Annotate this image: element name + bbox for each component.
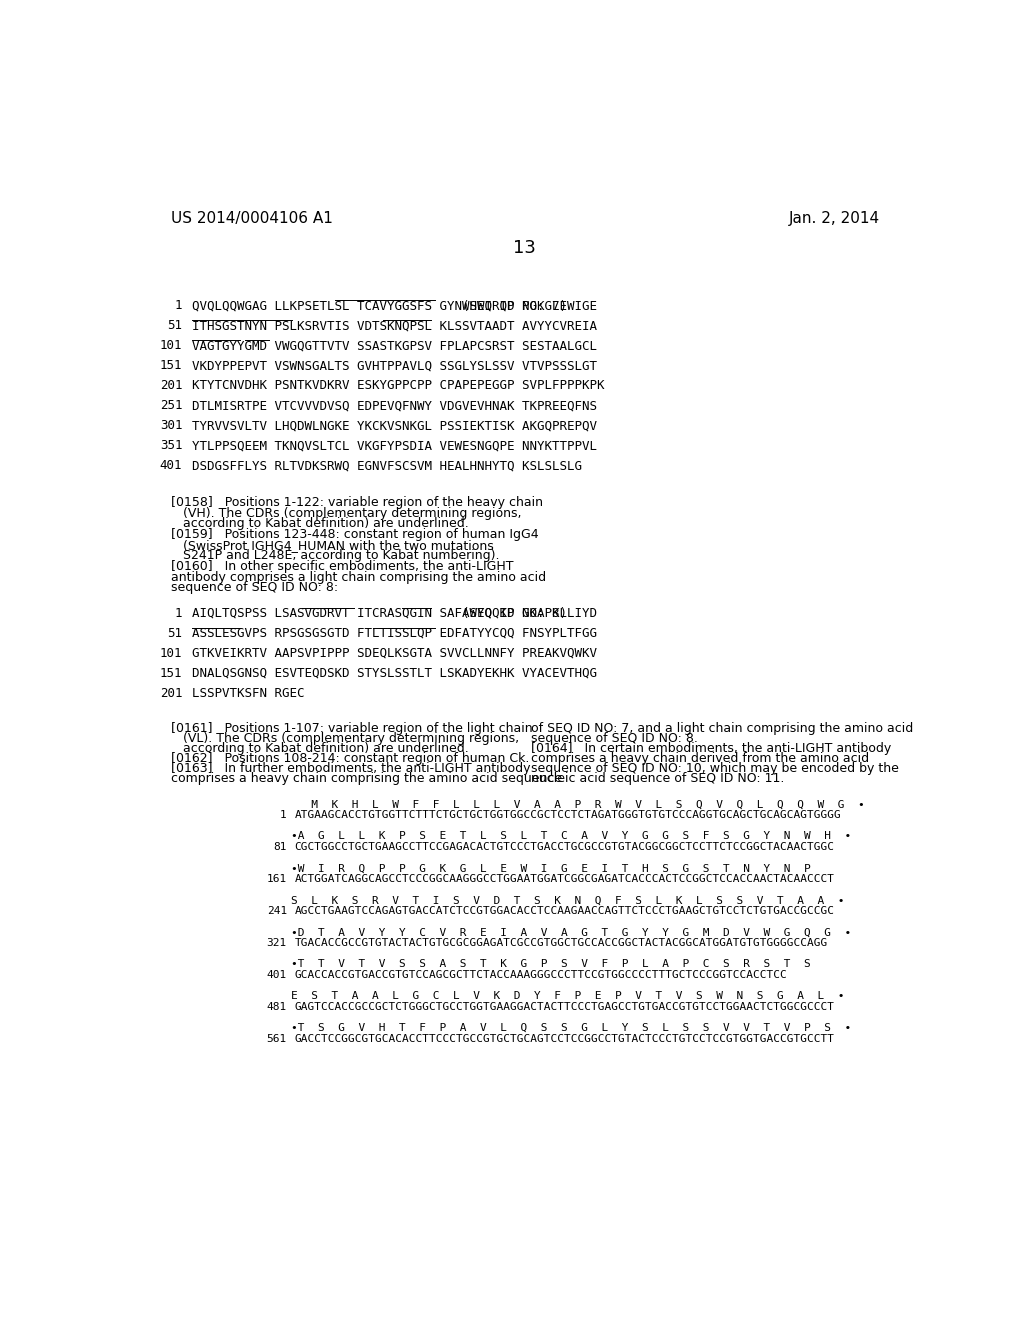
- Text: ITHSGSTNYN PSLKSRVTIS VDTSKNQPSL KLSSVTAADT AVYYCVREIA: ITHSGSTNYN PSLKSRVTIS VDTSKNQPSL KLSSVTA…: [193, 319, 597, 333]
- Text: 481: 481: [266, 1002, 287, 1011]
- Text: LSSPVTKSFN RGEC: LSSPVTKSFN RGEC: [193, 686, 305, 700]
- Text: 401: 401: [266, 970, 287, 979]
- Text: 301: 301: [160, 420, 182, 433]
- Text: 1: 1: [175, 300, 182, 313]
- Text: •A  G  L  L  K  P  S  E  T  L  S  L  T  C  A  V  Y  G  G  S  F  S  G  Y  N  W  H: •A G L L K P S E T L S L T C A V Y G G S…: [291, 832, 851, 841]
- Text: [0160]   In other specific embodiments, the anti-LIGHT: [0160] In other specific embodiments, th…: [171, 561, 513, 573]
- Text: •W  I  R  Q  P  P  G  K  G  L  E  W  I  G  E  I  T  H  S  G  S  T  N  Y  N  P: •W I R Q P P G K G L E W I G E I T H S G…: [291, 863, 811, 874]
- Text: DTLMISRTPE VTCVVVDVSQ EDPEVQFNWY VDGVEVHNAK TKPREEQFNS: DTLMISRTPE VTCVVVDVSQ EDPEVQFNWY VDGVEVH…: [193, 400, 597, 412]
- Text: ACTGGATCAGGCAGCCTCCCGGCAAGGGCCTGGAATGGATCGGCGAGATCACCCACTCCGGCTCCACCAACTACAACCCT: ACTGGATCAGGCAGCCTCCCGGCAAGGGCCTGGAATGGAT…: [295, 874, 835, 883]
- Text: QVQLQQWGAG LLKPSETLSL TCAVYGGSFS GYNWHWIRQP PGKGLEWIGE: QVQLQQWGAG LLKPSETLSL TCAVYGGSFS GYNWHWI…: [193, 300, 597, 313]
- Text: 201: 201: [160, 379, 182, 392]
- Text: 101: 101: [160, 647, 182, 660]
- Text: of SEQ ID NO: 7, and a light chain comprising the amino acid: of SEQ ID NO: 7, and a light chain compr…: [531, 722, 913, 735]
- Text: S  L  K  S  R  V  T  I  S  V  D  T  S  K  N  Q  F  S  L  K  L  S  S  V  T  A  A : S L K S R V T I S V D T S K N Q F S L K …: [291, 895, 844, 906]
- Text: sequence of SEQ ID NO: 8:: sequence of SEQ ID NO: 8:: [171, 581, 338, 594]
- Text: 81: 81: [273, 842, 287, 851]
- Text: according to Kabat definition) are underlined.: according to Kabat definition) are under…: [171, 517, 468, 531]
- Text: 1: 1: [175, 607, 182, 620]
- Text: AIQLTQSPSS LSASVGDRVT ITCRASQGIN SAFAWYQQKP GKAPKLLIYD: AIQLTQSPSS LSASVGDRVT ITCRASQGIN SAFAWYQ…: [193, 607, 597, 620]
- Text: TGACACCGCCGTGTACTACTGTGCGCGGAGATCGCCGTGGCTGCCACCGGCTACTACGGCATGGATGTGTGGGGCCAGG: TGACACCGCCGTGTACTACTGTGCGCGGAGATCGCCGTGG…: [295, 937, 827, 948]
- Text: •T  T  V  T  V  S  S  A  S  T  K  G  P  S  V  F  P  L  A  P  C  S  R  S  T  S: •T T V T V S S A S T K G P S V F P L A P…: [291, 960, 811, 969]
- Text: GACCTCCGGCGTGCACACCTTCCCTGCCGTGCTGCAGTCCTCCGGCCTGTACTCCCTGTCCTCCGTGGTGACCGTGCCTT: GACCTCCGGCGTGCACACCTTCCCTGCCGTGCTGCAGTCC…: [295, 1034, 835, 1044]
- Text: antibody comprises a light chain comprising the amino acid: antibody comprises a light chain compris…: [171, 570, 546, 583]
- Text: 251: 251: [160, 400, 182, 412]
- Text: (SEQ ID NO: 8): (SEQ ID NO: 8): [462, 607, 567, 620]
- Text: 101: 101: [160, 339, 182, 352]
- Text: YTLPPSQEEM TKNQVSLTCL VKGFYPSDIA VEWESNGQPE NNYKTTPPVL: YTLPPSQEEM TKNQVSLTCL VKGFYPSDIA VEWESNG…: [193, 440, 597, 453]
- Text: 351: 351: [160, 440, 182, 453]
- Text: 1: 1: [281, 810, 287, 820]
- Text: GAGTCCACCGCCGCTCTGGGCTGCCTGGTGAAGGACTACTTCCCTGAGCCTGTGACCGTGTCCTGGAACTCTGGCGCCCT: GAGTCCACCGCCGCTCTGGGCTGCCTGGTGAAGGACTACT…: [295, 1002, 835, 1011]
- Text: M  K  H  L  W  F  F  L  L  L  V  A  A  P  R  W  V  L  S  Q  V  Q  L  Q  Q  W  G : M K H L W F F L L L V A A P R W V L S Q …: [291, 800, 864, 809]
- Text: E  S  T  A  A  L  G  C  L  V  K  D  Y  F  P  E  P  V  T  V  S  W  N  S  G  A  L : E S T A A L G C L V K D Y F P E P V T V …: [291, 991, 844, 1001]
- Text: DSDGSFFLYS RLTVDKSRWQ EGNVFSCSVM HEALHNHYTQ KSLSLSLG: DSDGSFFLYS RLTVDKSRWQ EGNVFSCSVM HEALHNH…: [193, 459, 583, 473]
- Text: 401: 401: [160, 459, 182, 473]
- Text: Jan. 2, 2014: Jan. 2, 2014: [788, 211, 880, 226]
- Text: ATGAAGCACCTGTGGTTCTTTCTGCTGCTGGTGGCCGCTCCTCTAGATGGGTGTGTCCCAGGTGCAGCTGCAGCAGTGGG: ATGAAGCACCTGTGGTTCTTTCTGCTGCTGGTGGCCGCTC…: [295, 810, 842, 820]
- Text: comprises a heavy chain comprising the amino acid sequence: comprises a heavy chain comprising the a…: [171, 772, 562, 785]
- Text: [0163]   In further embodiments, the anti-LIGHT antibody: [0163] In further embodiments, the anti-…: [171, 763, 530, 775]
- Text: [0161]   Positions 1-107: variable region of the light chain: [0161] Positions 1-107: variable region …: [171, 722, 532, 735]
- Text: according to Kabat definition) are underlined.: according to Kabat definition) are under…: [171, 742, 468, 755]
- Text: (VL). The CDRs (complementary determining regions,: (VL). The CDRs (complementary determinin…: [171, 733, 519, 746]
- Text: GTKVEIKRTV AAPSVPIPPP SDEQLKSGTA SVVCLLNNFY PREAKVQWKV: GTKVEIKRTV AAPSVPIPPP SDEQLKSGTA SVVCLLN…: [193, 647, 597, 660]
- Text: 151: 151: [160, 359, 182, 372]
- Text: 151: 151: [160, 667, 182, 680]
- Text: (SwissProt IGHG4_HUMAN with the two mutations: (SwissProt IGHG4_HUMAN with the two muta…: [171, 539, 494, 552]
- Text: 161: 161: [266, 874, 287, 883]
- Text: S241P and L248E, according to Kabat numbering).: S241P and L248E, according to Kabat numb…: [171, 549, 499, 562]
- Text: 13: 13: [513, 239, 537, 257]
- Text: TYRVVSVLTV LHQDWLNGKE YKCKVSNKGL PSSIEKTISK AKGQPREPQV: TYRVVSVLTV LHQDWLNGKE YKCKVSNKGL PSSIEKT…: [193, 420, 597, 433]
- Text: nucleic acid sequence of SEQ ID NO: 11.: nucleic acid sequence of SEQ ID NO: 11.: [531, 772, 784, 785]
- Text: comprises a heavy chain derived from the amino acid: comprises a heavy chain derived from the…: [531, 752, 869, 766]
- Text: VKDYPPEPVT VSWNSGALTS GVHTPPAVLQ SSGLYSLSSV VTVPSSSLGT: VKDYPPEPVT VSWNSGALTS GVHTPPAVLQ SSGLYSL…: [193, 359, 597, 372]
- Text: CGCTGGCCTGCTGAAGCCTTCCGAGACACTGTCCCTGACCTGCGCCGTGTACGGCGGCTCCTTCTCCGGCTACAACTGGC: CGCTGGCCTGCTGAAGCCTTCCGAGACACTGTCCCTGACC…: [295, 842, 835, 851]
- Text: KTYTCNVDHK PSNTKVDKRV ESKYGPPCPP CPAPEPEGGP SVPLFPPPKPK: KTYTCNVDHK PSNTKVDKRV ESKYGPPCPP CPAPEPE…: [193, 379, 605, 392]
- Text: DNALQSGNSQ ESVTEQDSKD STYSLSSTLT LSKADYEKHK VYACEVTHQG: DNALQSGNSQ ESVTEQDSKD STYSLSSTLT LSKADYE…: [193, 667, 597, 680]
- Text: (SEQ ID NO: 7): (SEQ ID NO: 7): [462, 300, 567, 313]
- Text: (VH). The CDRs (complementary determining regions,: (VH). The CDRs (complementary determinin…: [171, 507, 521, 520]
- Text: sequence of SEQ ID NO: 10, which may be encoded by the: sequence of SEQ ID NO: 10, which may be …: [531, 763, 899, 775]
- Text: 51: 51: [167, 627, 182, 640]
- Text: •D  T  A  V  Y  Y  C  V  R  E  I  A  V  A  G  T  G  Y  Y  G  M  D  V  W  G  Q  G: •D T A V Y Y C V R E I A V A G T G Y Y G…: [291, 927, 851, 937]
- Text: [0158]   Positions 1-122: variable region of the heavy chain: [0158] Positions 1-122: variable region …: [171, 496, 543, 510]
- Text: 51: 51: [167, 319, 182, 333]
- Text: AGCCTGAAGTCCAGAGTGACCATCTCCGTGGACACCTCCAAGAACCAGTTCTCCCTGAAGCTGTCCTCTGTGACCGCCGC: AGCCTGAAGTCCAGAGTGACCATCTCCGTGGACACCTCCA…: [295, 906, 835, 916]
- Text: 561: 561: [266, 1034, 287, 1044]
- Text: US 2014/0004106 A1: US 2014/0004106 A1: [171, 211, 333, 226]
- Text: VAGTGYYGMD VWGQGTTVTV SSASTKGPSV FPLAPCSRST SESTAALGCL: VAGTGYYGMD VWGQGTTVTV SSASTKGPSV FPLAPCS…: [193, 339, 597, 352]
- Text: ASSLESGVPS RPSGSGSGTD FTLTISSLQP EDFATYYCQQ FNSYPLTFGG: ASSLESGVPS RPSGSGSGTD FTLTISSLQP EDFATYY…: [193, 627, 597, 640]
- Text: [0162]   Positions 108-214: constant region of human Ck.: [0162] Positions 108-214: constant regio…: [171, 752, 529, 766]
- Text: •T  S  G  V  H  T  F  P  A  V  L  Q  S  S  G  L  Y  S  L  S  S  V  V  T  V  P  S: •T S G V H T F P A V L Q S S G L Y S L S…: [291, 1023, 851, 1034]
- Text: 201: 201: [160, 686, 182, 700]
- Text: GCACCACCGTGACCGTGTCCAGCGCTTCTACCAAAGGGCCCTTCCGTGGCCCCTTTGCTCCCGGTCCACCTCC: GCACCACCGTGACCGTGTCCAGCGCTTCTACCAAAGGGCC…: [295, 970, 787, 979]
- Text: 241: 241: [266, 906, 287, 916]
- Text: 321: 321: [266, 937, 287, 948]
- Text: [0159]   Positions 123-448: constant region of human IgG4: [0159] Positions 123-448: constant regio…: [171, 528, 539, 541]
- Text: [0164]   In certain embodiments, the anti-LIGHT antibody: [0164] In certain embodiments, the anti-…: [531, 742, 891, 755]
- Text: sequence of SEQ ID NO: 8.: sequence of SEQ ID NO: 8.: [531, 733, 698, 746]
